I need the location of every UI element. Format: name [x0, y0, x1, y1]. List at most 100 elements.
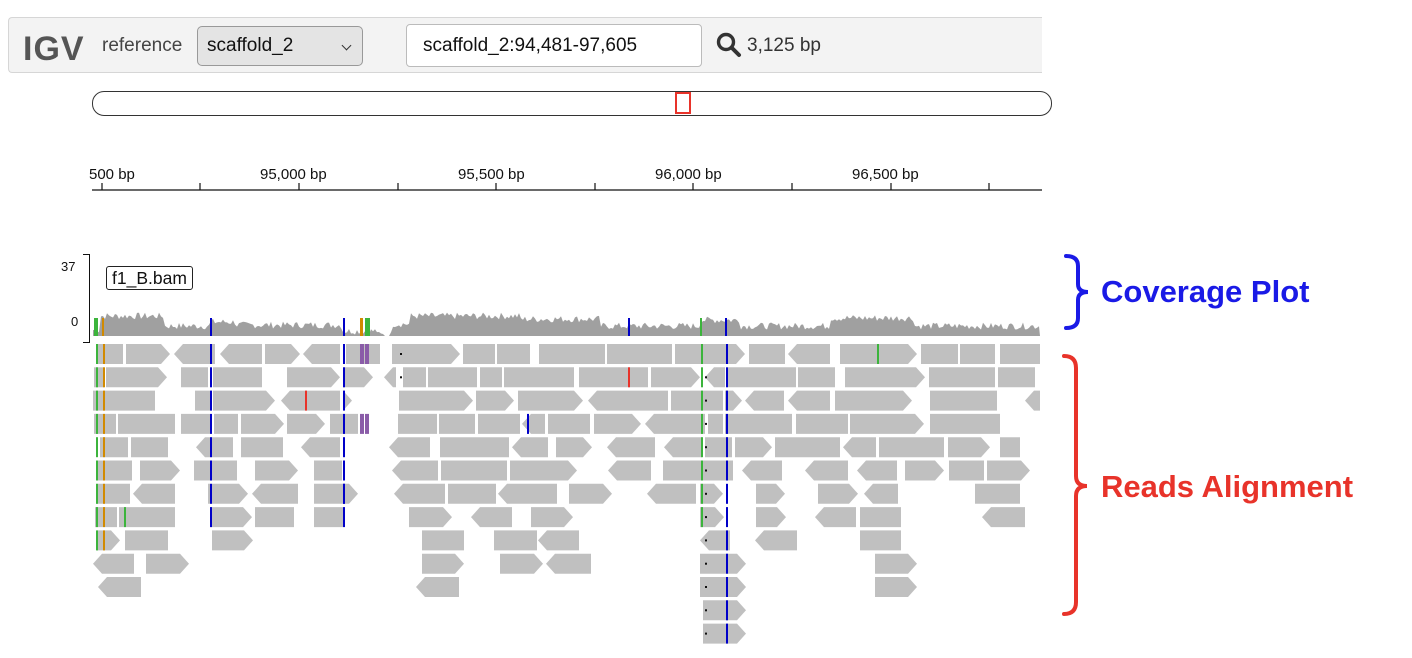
aligned-read: [343, 367, 373, 388]
read-deletion-mark: [705, 562, 707, 565]
igv-navbar: IGV reference scaffold_2 scaffold_2:94,4…: [8, 17, 1042, 73]
read-insertion: [365, 344, 369, 364]
aligned-read: [214, 413, 238, 434]
reference-select[interactable]: scaffold_2: [197, 26, 363, 66]
aligned-read: [949, 460, 984, 481]
read-mismatch: [726, 344, 728, 364]
ruler-label: 95,500 bp: [458, 166, 525, 183]
read-mismatch: [210, 413, 212, 434]
read-mismatch: [701, 507, 703, 528]
aligned-read: [471, 507, 512, 528]
aligned-read: [95, 507, 117, 528]
aligned-read: [556, 437, 592, 458]
aligned-read: [512, 437, 548, 458]
read-mismatch: [701, 483, 703, 504]
read-mismatch: [701, 344, 703, 364]
aligned-read: [174, 344, 215, 364]
aligned-read: [1000, 344, 1040, 364]
read-mismatch: [877, 344, 879, 364]
aligned-read: [384, 367, 396, 388]
aligned-read: [125, 530, 168, 551]
read-deletion-mark: [705, 446, 707, 449]
ruler-label: 96,000 bp: [655, 166, 722, 183]
read-mismatch: [210, 483, 212, 504]
aligned-read: [845, 367, 925, 388]
aligned-read: [930, 390, 997, 411]
read-mismatch: [124, 507, 126, 528]
read-mismatch: [210, 344, 212, 364]
read-mismatch: [343, 344, 345, 364]
aligned-read: [531, 507, 573, 528]
aligned-read: [314, 483, 358, 504]
chromosome-ideogram[interactable]: [92, 91, 1052, 116]
aligned-read: [745, 390, 784, 411]
read-mismatch: [726, 553, 728, 574]
aligned-read: [343, 390, 352, 411]
aligned-read: [879, 437, 944, 458]
read-mismatch: [96, 344, 98, 364]
aligned-read: [500, 553, 543, 574]
aligned-read: [439, 413, 475, 434]
aligned-read: [476, 390, 514, 411]
coverage-plot: [93, 312, 1040, 336]
reads-brace: [1062, 354, 1088, 616]
ruler-ticks: [92, 183, 1042, 191]
aligned-read: [106, 367, 167, 388]
read-deletion-mark: [705, 516, 707, 519]
aligned-read: [815, 507, 856, 528]
aligned-read: [700, 553, 746, 574]
aligned-read: [96, 483, 130, 504]
aligned-read: [864, 483, 898, 504]
aligned-read: [212, 530, 253, 551]
read-mismatch: [96, 390, 98, 411]
aligned-read: [651, 367, 700, 388]
aligned-read: [798, 367, 835, 388]
aligned-read: [241, 413, 284, 434]
aligned-read: [93, 390, 155, 411]
aligned-read: [392, 460, 438, 481]
aligned-read: [663, 460, 733, 481]
aligned-read: [301, 437, 340, 458]
read-mismatch: [103, 460, 105, 481]
coverage-plot-annotation: Coverage Plot: [1101, 274, 1310, 309]
aligned-read: [314, 460, 342, 481]
read-mismatch: [96, 437, 98, 458]
read-mismatch: [726, 507, 728, 528]
aligned-read: [441, 460, 507, 481]
aligned-read: [607, 344, 672, 364]
aligned-read: [96, 344, 123, 364]
aligned-read: [409, 507, 452, 528]
aligned-read: [394, 483, 445, 504]
aligned-read: [700, 483, 723, 504]
aligned-read: [930, 413, 1000, 434]
aligned-read: [703, 600, 746, 621]
aligned-read: [725, 413, 792, 434]
track-name-label[interactable]: f1_B.bam: [106, 266, 193, 290]
aligned-read: [982, 507, 1025, 528]
aligned-read: [478, 413, 520, 434]
aligned-read: [607, 437, 655, 458]
read-deletion-mark: [705, 539, 707, 542]
aligned-read: [742, 460, 782, 481]
read-mismatch: [343, 460, 345, 481]
aligned-read: [700, 530, 730, 551]
search-icon[interactable]: [715, 31, 743, 59]
read-mismatch: [103, 530, 105, 551]
aligned-read: [208, 483, 248, 504]
read-mismatch: [210, 390, 212, 411]
coverage-brace: [1064, 254, 1089, 330]
aligned-read: [796, 413, 848, 434]
aligned-read: [579, 367, 648, 388]
read-mismatch: [103, 413, 105, 434]
locus-search-input[interactable]: scaffold_2:94,481-97,605: [406, 24, 702, 67]
aligned-read: [448, 483, 496, 504]
read-mismatch: [103, 390, 105, 411]
aligned-read: [860, 507, 901, 528]
reads-alignment-annotation: Reads Alignment: [1101, 469, 1354, 504]
read-mismatch: [726, 437, 728, 458]
read-mismatch: [103, 483, 105, 504]
aligned-read: [857, 460, 897, 481]
aligned-read: [647, 483, 696, 504]
read-mismatch: [96, 413, 98, 434]
